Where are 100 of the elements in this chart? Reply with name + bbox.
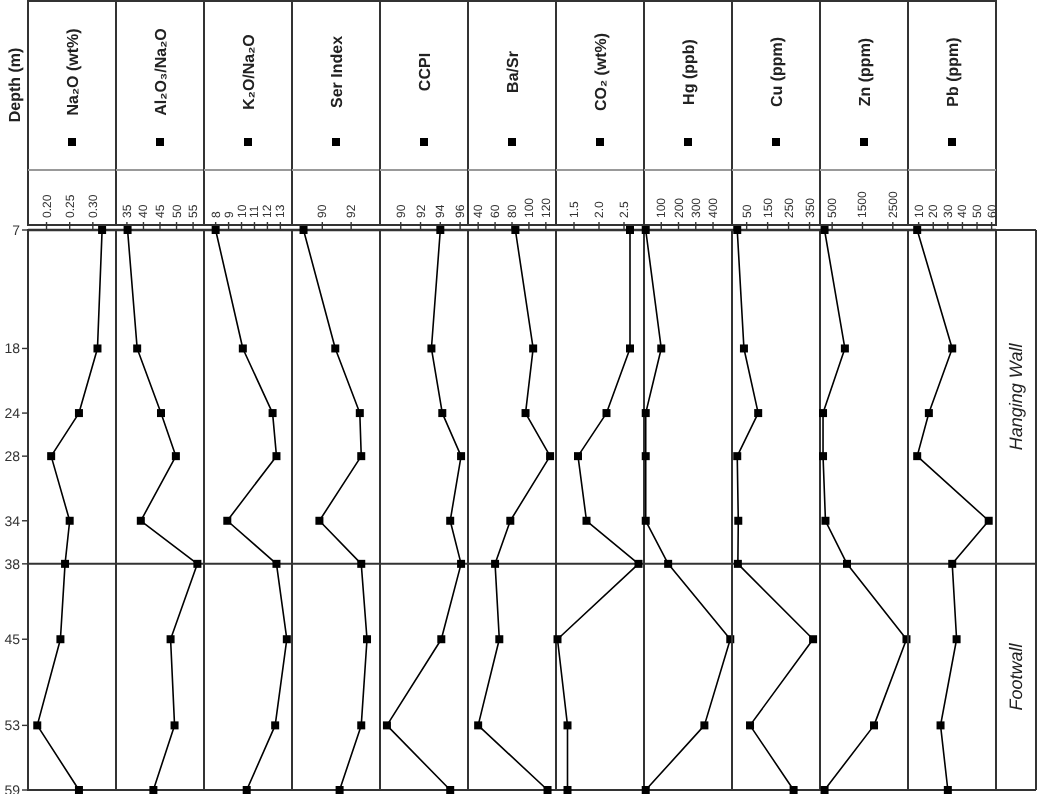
- y-axis-title: Depth (m): [6, 47, 24, 123]
- text: CCPI: [416, 52, 434, 92]
- point: [936, 721, 945, 730]
- point: [984, 516, 993, 525]
- point: [657, 344, 666, 353]
- point: [820, 786, 829, 794]
- text: Ba/Sr: [504, 51, 522, 93]
- point: [546, 452, 555, 461]
- point: [563, 721, 572, 730]
- point: [123, 226, 132, 234]
- point: [282, 635, 291, 644]
- point: [840, 344, 849, 353]
- point: [641, 226, 650, 234]
- text: Hanging Wall: [1006, 341, 1026, 451]
- point: [924, 409, 933, 418]
- point: [913, 226, 922, 234]
- point: [754, 409, 763, 418]
- point: [272, 559, 281, 568]
- point: [357, 559, 366, 568]
- point: [47, 452, 56, 461]
- point: [357, 452, 366, 461]
- point: [457, 559, 466, 568]
- point: [641, 452, 650, 461]
- point: [495, 635, 504, 644]
- point: [746, 721, 755, 730]
- point: [529, 344, 538, 353]
- point: [948, 559, 957, 568]
- point: [870, 721, 879, 730]
- point: [299, 226, 308, 234]
- point: [242, 786, 251, 794]
- point: [271, 721, 280, 730]
- text: Ser Index: [328, 34, 346, 109]
- text: Hg (ppb): [680, 38, 698, 105]
- point: [913, 452, 922, 461]
- point: [33, 721, 42, 730]
- point: [948, 344, 957, 353]
- point: [93, 344, 102, 353]
- point: [582, 516, 591, 525]
- point: [563, 786, 572, 794]
- point: [843, 559, 852, 568]
- point: [56, 635, 65, 644]
- point: [446, 516, 455, 525]
- point: [626, 344, 634, 353]
- point: [543, 786, 552, 794]
- point: [819, 409, 828, 418]
- point: [739, 344, 748, 353]
- point: [171, 452, 180, 461]
- point: [821, 516, 830, 525]
- point: [446, 786, 455, 794]
- point: [457, 452, 466, 461]
- text: Na₂O (wt%): [64, 27, 82, 116]
- point: [952, 635, 961, 644]
- point: [74, 409, 83, 418]
- point: [363, 635, 372, 644]
- point: [491, 559, 500, 568]
- point: [733, 559, 742, 568]
- text: K₂O/Na₂O: [240, 34, 258, 110]
- point: [634, 559, 643, 568]
- point: [331, 344, 340, 353]
- point: [641, 409, 650, 418]
- text: CO₂ (wt%): [592, 32, 610, 112]
- point: [602, 409, 611, 418]
- point: [382, 721, 391, 730]
- point: [149, 786, 158, 794]
- point: [436, 226, 445, 234]
- point: [733, 226, 742, 234]
- text: Pb (ppm): [944, 36, 962, 107]
- point: [819, 452, 828, 461]
- point: [170, 721, 179, 730]
- point: [664, 559, 673, 568]
- point: [211, 226, 220, 234]
- point: [733, 452, 742, 461]
- point: [133, 344, 142, 353]
- point: [61, 559, 70, 568]
- point: [268, 409, 277, 418]
- text: Al₂O₃/Na₂O: [152, 28, 170, 116]
- point: [506, 516, 515, 525]
- point: [626, 226, 634, 234]
- point: [238, 344, 247, 353]
- point: [809, 635, 818, 644]
- point: [641, 786, 650, 794]
- point: [427, 344, 436, 353]
- point: [355, 409, 364, 418]
- point: [156, 409, 165, 418]
- point: [272, 452, 281, 461]
- point: [789, 786, 798, 794]
- text: Footwall: [1006, 641, 1026, 711]
- point: [65, 516, 74, 525]
- point: [357, 721, 366, 730]
- point: [820, 226, 829, 234]
- point: [511, 226, 520, 234]
- text: Cu (ppm): [768, 36, 786, 108]
- point: [553, 635, 562, 644]
- point: [521, 409, 530, 418]
- point: [98, 226, 107, 234]
- point: [641, 516, 650, 525]
- text: Zn (ppm): [856, 37, 874, 107]
- point: [734, 516, 743, 525]
- point: [438, 409, 447, 418]
- point: [700, 721, 709, 730]
